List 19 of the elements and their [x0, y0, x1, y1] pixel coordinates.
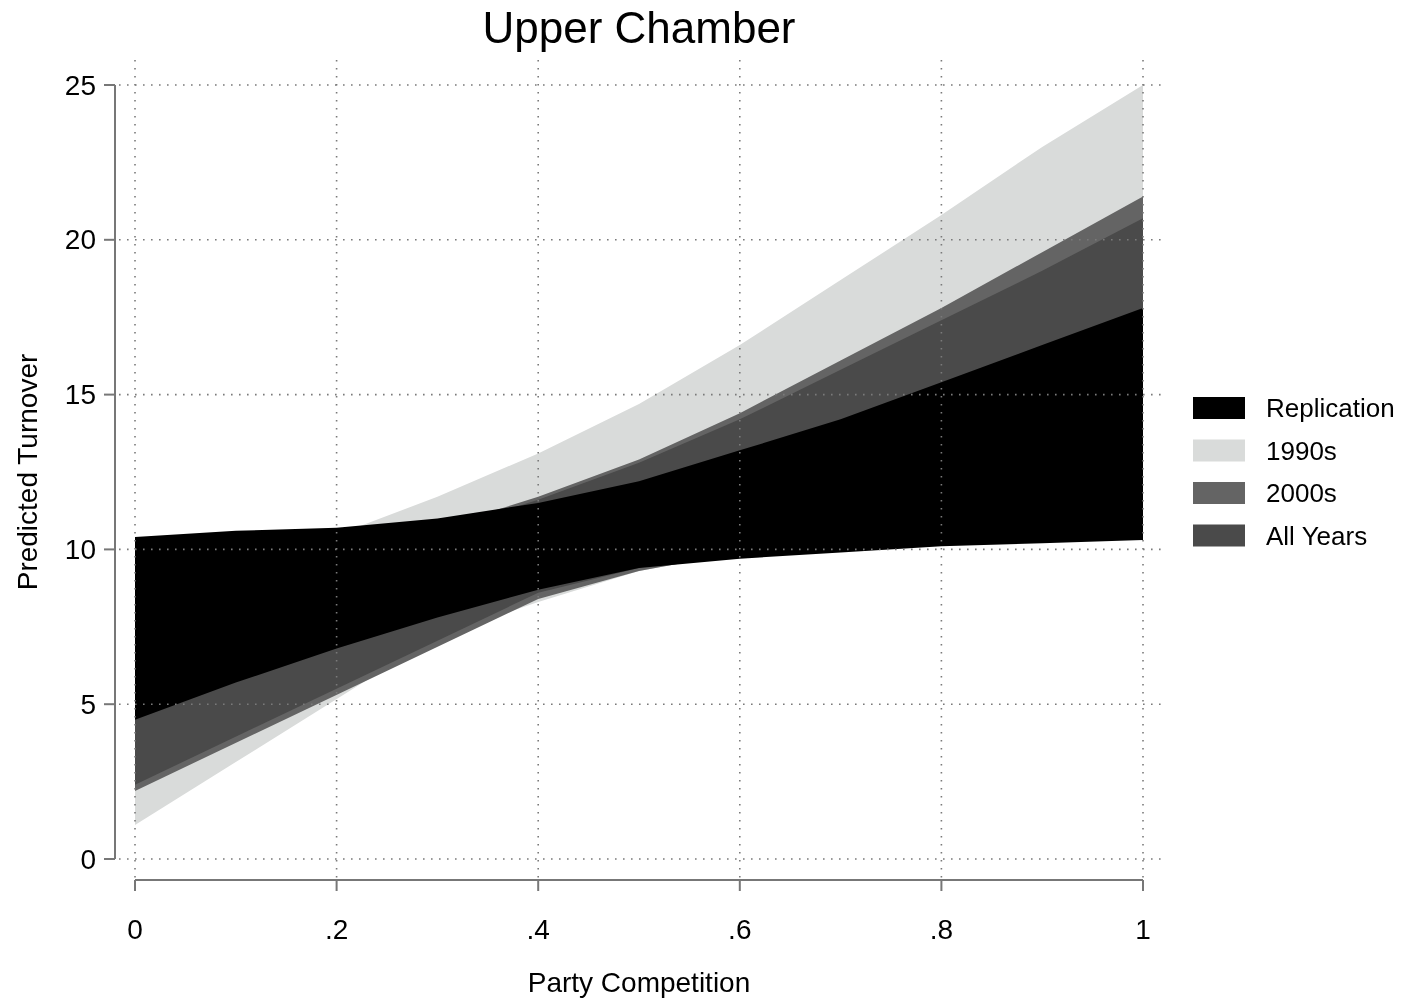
y-tick-label: 25	[64, 69, 96, 101]
y-tick-label: 20	[64, 224, 96, 256]
x-tick-label: .4	[526, 914, 550, 945]
x-axis-title: Party Competition	[527, 967, 751, 998]
x-tick-label: .6	[728, 914, 752, 945]
x-tick-label: .8	[929, 914, 954, 945]
y-tick-label: 15	[64, 379, 96, 411]
y-tick-label: 0	[80, 843, 96, 875]
x-tick-label: 0	[127, 914, 143, 945]
legend-label: Replication	[1266, 393, 1395, 423]
x-tick-label: 1	[1135, 914, 1151, 945]
legend-label: All Years	[1266, 520, 1368, 551]
legend-label: 1990s	[1266, 435, 1337, 466]
chart-title: Upper Chamber	[482, 3, 796, 52]
y-axis-title: Predicted Turnover	[12, 353, 43, 591]
y-tick-label: 5	[80, 688, 96, 720]
x-tick-label: .2	[324, 914, 349, 945]
y-tick-label: 10	[64, 533, 96, 565]
legend-label: 2000s	[1266, 478, 1337, 508]
